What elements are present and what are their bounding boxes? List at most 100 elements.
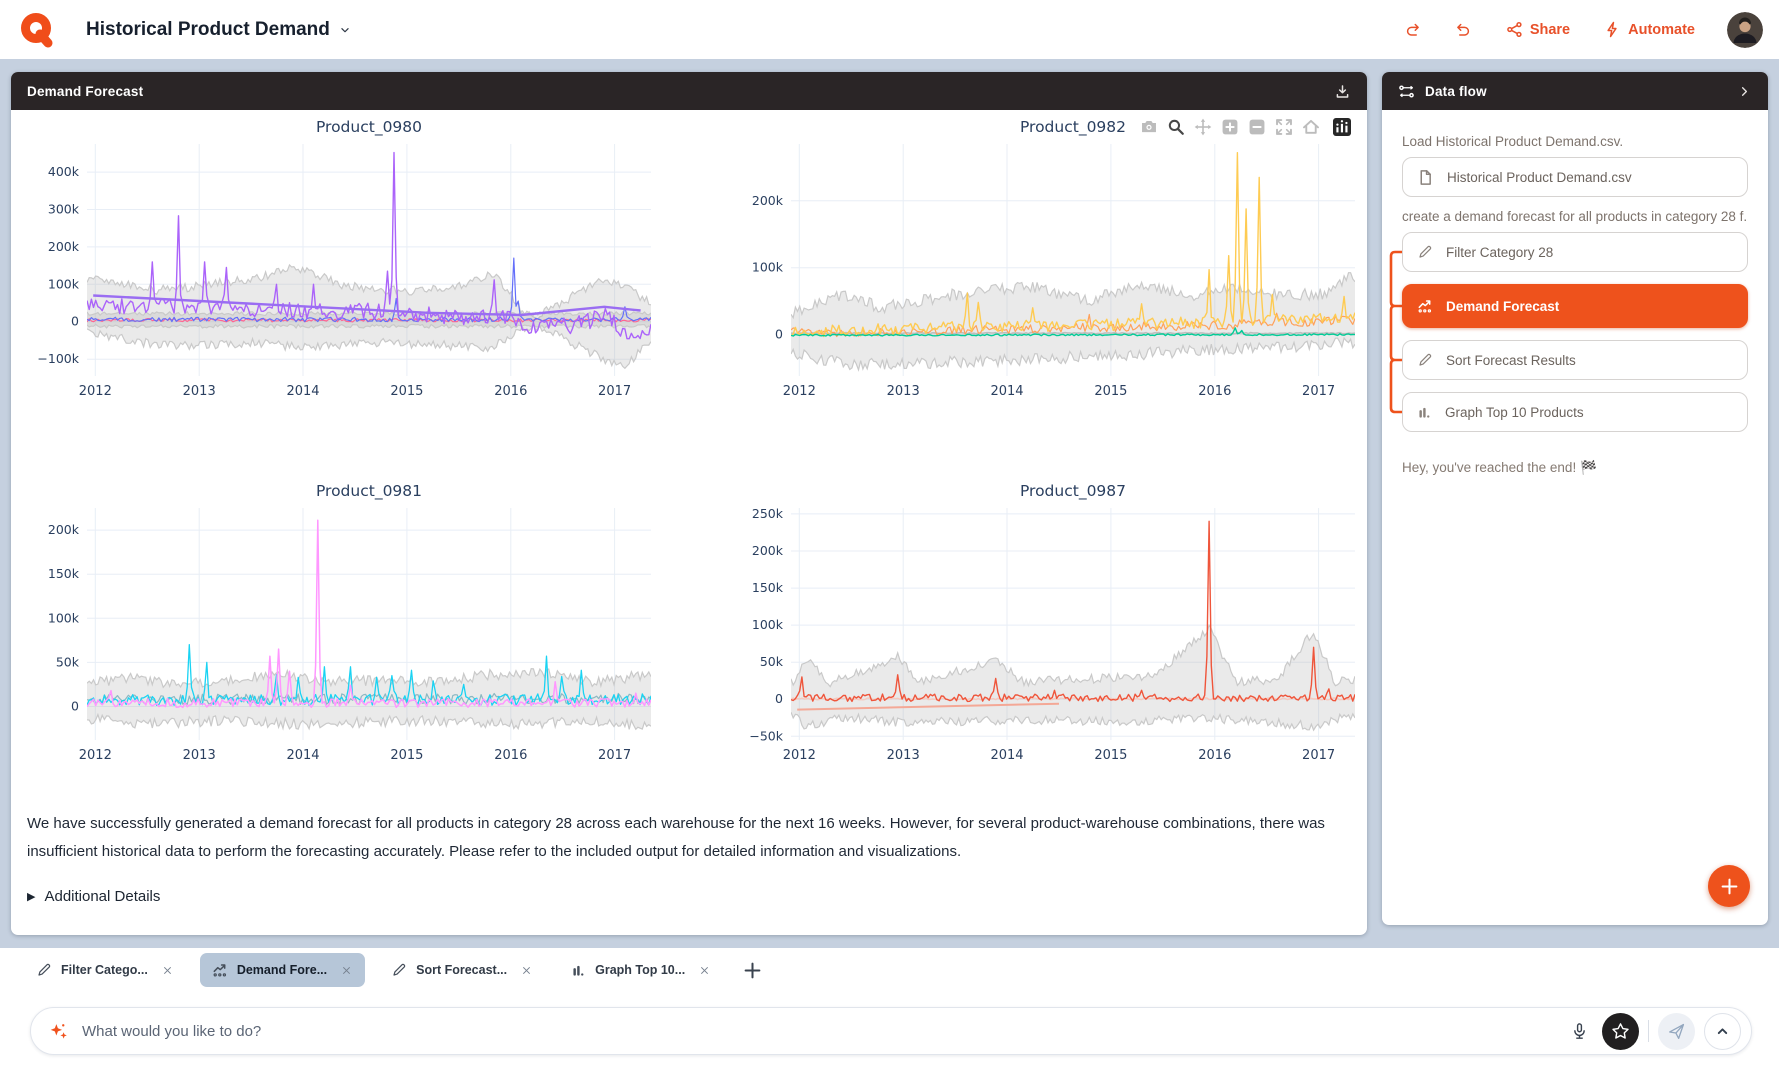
- file-icon: [1417, 169, 1434, 186]
- prompt-bar: [30, 1007, 1752, 1055]
- flow-step-demand-forecast[interactable]: Demand Forecast: [1402, 284, 1748, 328]
- undo-button[interactable]: [1392, 13, 1433, 46]
- flow-step-filter-category-28[interactable]: Filter Category 28: [1402, 232, 1748, 272]
- pencil-icon: [36, 962, 52, 978]
- flow-step-label: Historical Product Demand.csv: [1447, 169, 1632, 185]
- download-icon[interactable]: [1334, 83, 1351, 100]
- pencil-icon: [1417, 244, 1433, 260]
- svg-text:2017: 2017: [598, 748, 631, 763]
- close-icon[interactable]: [698, 964, 711, 977]
- svg-text:200k: 200k: [752, 193, 784, 208]
- redo-button[interactable]: [1443, 13, 1484, 46]
- prompt-input[interactable]: [82, 1022, 1566, 1040]
- star-button[interactable]: [1601, 1012, 1639, 1050]
- tab-demand-fore[interactable]: Demand Fore...: [199, 953, 366, 987]
- svg-text:150k: 150k: [48, 566, 80, 581]
- top-bar: Historical Product Demand Share Automate: [0, 0, 1779, 59]
- tab-sort-forecast[interactable]: Sort Forecast...: [379, 953, 545, 987]
- svg-text:100k: 100k: [752, 260, 784, 275]
- reset-axes-icon[interactable]: [1302, 118, 1320, 136]
- tab-label: Demand Fore...: [236, 963, 328, 977]
- flow-step-label: Sort Forecast Results: [1446, 352, 1576, 368]
- plotly-logo-icon[interactable]: [1333, 118, 1351, 136]
- flow-step-label: Demand Forecast: [1446, 298, 1560, 314]
- sparkles-icon: [49, 1022, 68, 1041]
- plus-icon: [1720, 877, 1739, 896]
- chevron-right-icon[interactable]: [1737, 84, 1752, 99]
- svg-text:150k: 150k: [752, 580, 784, 595]
- add-tab-button[interactable]: [737, 955, 768, 986]
- flow-step-historical-product-demand-csv[interactable]: Historical Product Demand.csv: [1402, 157, 1748, 197]
- automate-label: Automate: [1628, 21, 1695, 38]
- redo-icon: [1455, 21, 1472, 38]
- autoscale-icon[interactable]: [1275, 118, 1293, 136]
- pan-icon[interactable]: [1194, 118, 1212, 136]
- tab-label: Graph Top 10...: [595, 963, 686, 977]
- svg-text:0: 0: [71, 699, 79, 714]
- chart-product-0982[interactable]: Product_0982 0 100k 200k 2012 2013 2014 2015 201…: [737, 114, 1365, 402]
- svg-text:2013: 2013: [183, 748, 216, 763]
- camera-icon[interactable]: [1140, 118, 1158, 136]
- divider: [1647, 1020, 1649, 1042]
- file-title-label: Historical Product Demand: [86, 18, 330, 40]
- collapse-button[interactable]: [1704, 1012, 1741, 1050]
- svg-text:0: 0: [775, 691, 783, 706]
- zoom-icon[interactable]: [1167, 118, 1185, 136]
- close-icon[interactable]: [520, 964, 533, 977]
- svg-text:2014: 2014: [990, 748, 1023, 763]
- forecast-summary-text: We have successfully generated a demand …: [27, 815, 1325, 860]
- send-icon: [1667, 1022, 1686, 1041]
- svg-text:2012: 2012: [783, 384, 816, 399]
- chart-product-0981[interactable]: Product_0981 0 50k 100k 150k 200k 2012 2013 2014…: [33, 478, 661, 766]
- share-icon: [1506, 21, 1523, 38]
- additional-details-label: Additional Details: [44, 888, 161, 905]
- tab-bar: Filter Catego... Demand Fore... Sort Forec…: [24, 953, 768, 987]
- mic-icon[interactable]: [1566, 1018, 1593, 1045]
- svg-text:2016: 2016: [1198, 384, 1231, 399]
- svg-text:400k: 400k: [48, 164, 80, 179]
- flow-end-message: Hey, you've reached the end! 🏁: [1402, 460, 1597, 475]
- svg-text:2012: 2012: [783, 748, 816, 763]
- svg-text:−50k: −50k: [749, 728, 783, 743]
- chart-product-0987[interactable]: Product_0987 −50k 0 50k 100k 150k 200k 250k 2012…: [737, 478, 1365, 766]
- additional-details-toggle[interactable]: ▶ Additional Details: [27, 888, 160, 905]
- svg-text:200k: 200k: [48, 239, 80, 254]
- trend-icon: [212, 962, 228, 978]
- flow-note-load-historical-product-: Load Historical Product Demand.csv.: [1402, 134, 1624, 149]
- chart-product-0980[interactable]: Product_0980 −100k 0 100k 200k 300k 400k 2012 20…: [33, 114, 661, 402]
- svg-text:2015: 2015: [1094, 384, 1127, 399]
- svg-text:2016: 2016: [1198, 748, 1231, 763]
- svg-text:Product_0982: Product_0982: [1020, 118, 1126, 137]
- automate-button[interactable]: Automate: [1592, 13, 1707, 46]
- demand-forecast-header: Demand Forecast: [11, 72, 1367, 110]
- pencil-icon: [1417, 352, 1433, 368]
- tab-label: Filter Catego...: [61, 963, 148, 977]
- zoom-out-icon[interactable]: [1248, 118, 1266, 136]
- flow-step-graph-top-10-products[interactable]: Graph Top 10 Products: [1402, 392, 1748, 432]
- star-icon: [1611, 1022, 1630, 1041]
- file-title[interactable]: Historical Product Demand: [86, 19, 352, 41]
- share-button[interactable]: Share: [1494, 13, 1582, 46]
- svg-text:2014: 2014: [286, 384, 319, 399]
- tab-filter-catego[interactable]: Filter Catego...: [24, 953, 186, 987]
- app-logo-icon[interactable]: [16, 9, 58, 51]
- pencil-icon: [391, 962, 407, 978]
- close-icon[interactable]: [340, 964, 353, 977]
- flow-step-label: Filter Category 28: [1446, 244, 1554, 260]
- send-button[interactable]: [1658, 1012, 1695, 1050]
- chevron-down-icon[interactable]: [338, 23, 352, 37]
- svg-text:100k: 100k: [752, 617, 784, 632]
- svg-text:200k: 200k: [752, 543, 784, 558]
- add-step-button[interactable]: [1708, 865, 1750, 907]
- zoom-in-icon[interactable]: [1221, 118, 1239, 136]
- flow-step-label: Graph Top 10 Products: [1445, 404, 1584, 420]
- svg-text:2012: 2012: [79, 384, 112, 399]
- close-icon[interactable]: [161, 964, 174, 977]
- flow-step-sort-forecast-results[interactable]: Sort Forecast Results: [1402, 340, 1748, 380]
- svg-text:250k: 250k: [752, 506, 784, 521]
- avatar[interactable]: [1727, 11, 1763, 48]
- svg-text:2017: 2017: [598, 384, 631, 399]
- tab-graph-top-10[interactable]: Graph Top 10...: [559, 953, 723, 987]
- bottom-dock: Filter Catego... Demand Fore... Sort Forec…: [0, 948, 1779, 1072]
- svg-text:300k: 300k: [48, 202, 80, 217]
